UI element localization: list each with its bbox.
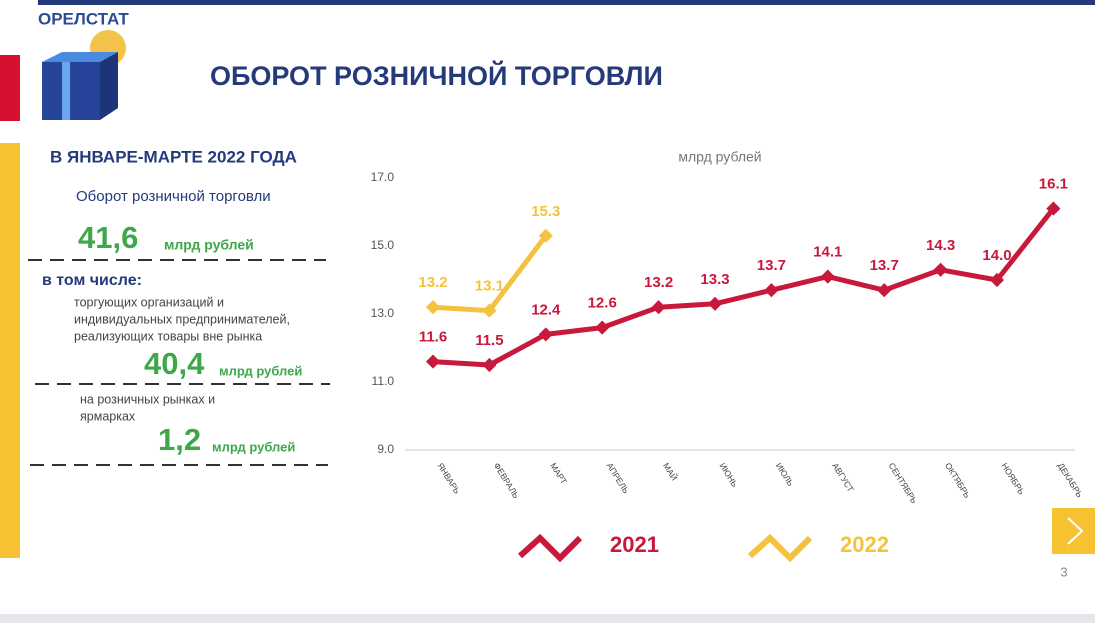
gift-icon bbox=[42, 30, 126, 120]
point bbox=[425, 300, 441, 315]
period: В ЯНВАРЕ-МАРТЕ 2022 ГОДА bbox=[50, 147, 297, 166]
value-label: 15.3 bbox=[531, 203, 560, 220]
point bbox=[877, 283, 892, 298]
value-label: 12.4 bbox=[531, 301, 561, 318]
slide-title: ОБОРОТ РОЗНИЧНОЙ ТОРГОВЛИ bbox=[210, 60, 663, 91]
point bbox=[482, 357, 497, 373]
value-label: 13.1 bbox=[475, 278, 504, 295]
page-number: 3 bbox=[1060, 564, 1067, 579]
red-accent bbox=[0, 55, 20, 121]
point bbox=[989, 272, 1005, 288]
outside-line: торгующих организаций и bbox=[74, 295, 224, 309]
value-label: 13.2 bbox=[418, 274, 447, 291]
value-label: 13.7 bbox=[757, 257, 786, 274]
y-tick-label: 13.0 bbox=[371, 306, 395, 320]
bottom-strip bbox=[0, 614, 1095, 623]
point bbox=[595, 320, 610, 335]
point bbox=[820, 269, 835, 284]
total-unit: млрд рублей bbox=[164, 237, 254, 253]
point bbox=[1046, 201, 1061, 216]
legend-label: 2022 bbox=[840, 532, 889, 557]
markets-line: на розничных рынках и bbox=[80, 392, 215, 406]
value-label: 14.1 bbox=[813, 244, 842, 261]
legend-label: 2021 bbox=[610, 532, 659, 557]
value-label: 11.6 bbox=[419, 329, 447, 346]
value-label: 13.7 bbox=[870, 257, 899, 274]
legend-swatch bbox=[517, 533, 583, 563]
top-rule bbox=[38, 0, 1095, 5]
y-tick-label: 17.0 bbox=[371, 170, 395, 184]
yellow-accent bbox=[0, 143, 20, 558]
markets-value: 1,2 bbox=[158, 422, 201, 457]
series-line bbox=[432, 207, 1056, 368]
total-value: 41,6 bbox=[78, 220, 138, 255]
including: в том числе: bbox=[42, 272, 142, 289]
point bbox=[538, 228, 553, 243]
point bbox=[933, 262, 948, 277]
outside-line: реализующих товары вне рынка bbox=[74, 329, 262, 343]
value-label: 14.0 bbox=[982, 247, 1011, 264]
markets-unit: млрд рублей bbox=[212, 439, 295, 454]
value-label: 13.3 bbox=[700, 271, 729, 288]
outside-value: 40,4 bbox=[144, 346, 205, 381]
y-tick-label: 9.0 bbox=[377, 442, 394, 456]
point bbox=[764, 283, 779, 298]
legend-swatch bbox=[747, 533, 813, 563]
total-label: Оборот розничной торговли bbox=[76, 188, 271, 205]
next-arrow bbox=[1067, 517, 1084, 545]
y-tick-label: 15.0 bbox=[371, 238, 395, 252]
point bbox=[425, 354, 441, 369]
value-label: 13.2 bbox=[644, 274, 673, 291]
brand: ОРЕЛСТАТ bbox=[38, 9, 129, 28]
point bbox=[707, 296, 723, 311]
point bbox=[538, 327, 553, 342]
outside-unit: млрд рублей bbox=[219, 363, 302, 378]
next-button[interactable] bbox=[1052, 508, 1095, 554]
y-tick-label: 11.0 bbox=[372, 374, 395, 388]
value-label: 12.6 bbox=[588, 295, 617, 312]
value-label: 16.1 bbox=[1039, 176, 1068, 193]
outside-line: индивидуальных предпринимателей, bbox=[74, 312, 290, 326]
chart-subtitle: млрд рублей bbox=[678, 149, 761, 165]
value-label: 14.3 bbox=[926, 237, 955, 254]
point bbox=[482, 303, 497, 318]
value-label: 11.5 bbox=[475, 332, 503, 349]
markets-line: ярмарках bbox=[80, 409, 136, 423]
point bbox=[651, 300, 666, 315]
